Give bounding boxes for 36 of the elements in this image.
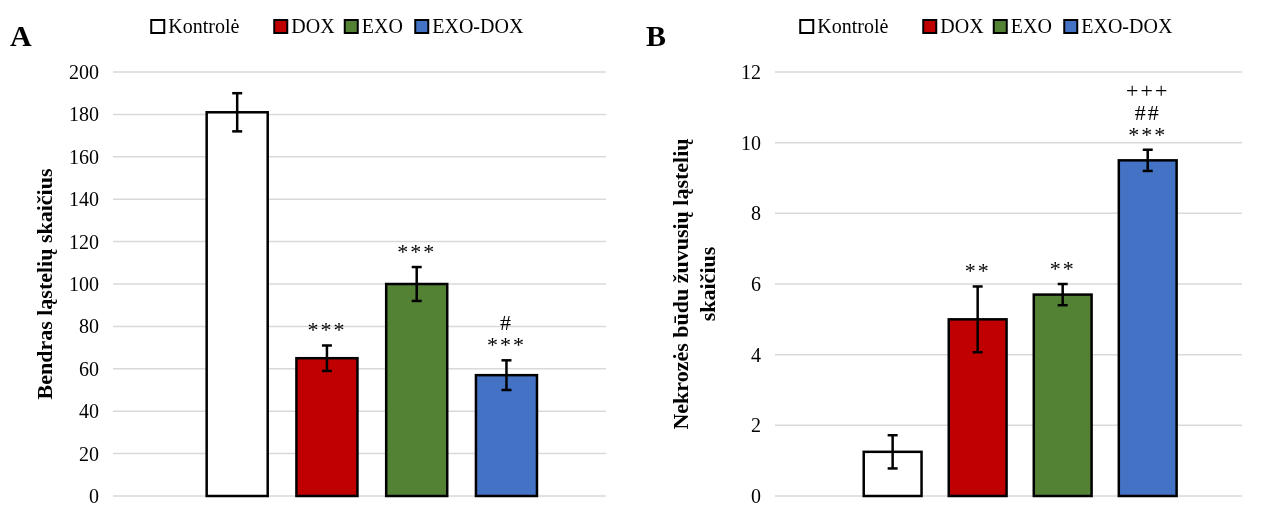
legend-label: DOX (291, 15, 336, 37)
y-tick-label: 40 (79, 400, 99, 423)
y-tick-label: 12 (741, 61, 761, 83)
legend-label: Kontrolė (817, 15, 889, 37)
y-tick-label: 140 (69, 188, 99, 211)
legend-label: DOX (940, 15, 985, 37)
y-axis-title: Nekrozės būdu žuvusių ląstelių skaičius (668, 138, 720, 430)
annotation: +++ ## *** (1126, 77, 1170, 147)
annotation: *** (307, 317, 347, 343)
legend-label: EXO-DOX (1081, 15, 1173, 37)
y-tick-label: 0 (751, 485, 761, 507)
legend-label: EXO (1010, 15, 1052, 37)
y-tick-label: 200 (69, 61, 99, 83)
annotation: ** (964, 258, 991, 284)
y-tick-label: 120 (69, 230, 99, 253)
y-tick-label: 100 (69, 273, 99, 295)
legend-label: EXO (361, 15, 403, 37)
y-tick-label: 2 (751, 414, 761, 437)
y-tick-label: 20 (79, 442, 99, 465)
y-tick-label: 180 (69, 103, 99, 126)
annotation: ** (1049, 256, 1076, 281)
y-axis-title: Bendras ląstelių skaičius (32, 168, 57, 400)
chart-title: B (646, 19, 667, 52)
legend-label: EXO-DOX (432, 15, 524, 37)
y-tick-label: 160 (69, 145, 99, 168)
y-tick-label: 60 (79, 357, 99, 380)
legend-label: Kontrolė (168, 15, 240, 37)
y-tick-label: 6 (751, 273, 761, 295)
chart-title: A (10, 19, 32, 52)
annotation: *** (397, 239, 437, 265)
y-tick-label: 4 (751, 343, 761, 366)
y-tick-label: 80 (79, 315, 99, 338)
annotation: # *** (486, 310, 526, 358)
y-tick-label: 10 (741, 131, 761, 154)
y-tick-label: 0 (89, 485, 99, 507)
y-tick-label: 8 (751, 202, 761, 225)
